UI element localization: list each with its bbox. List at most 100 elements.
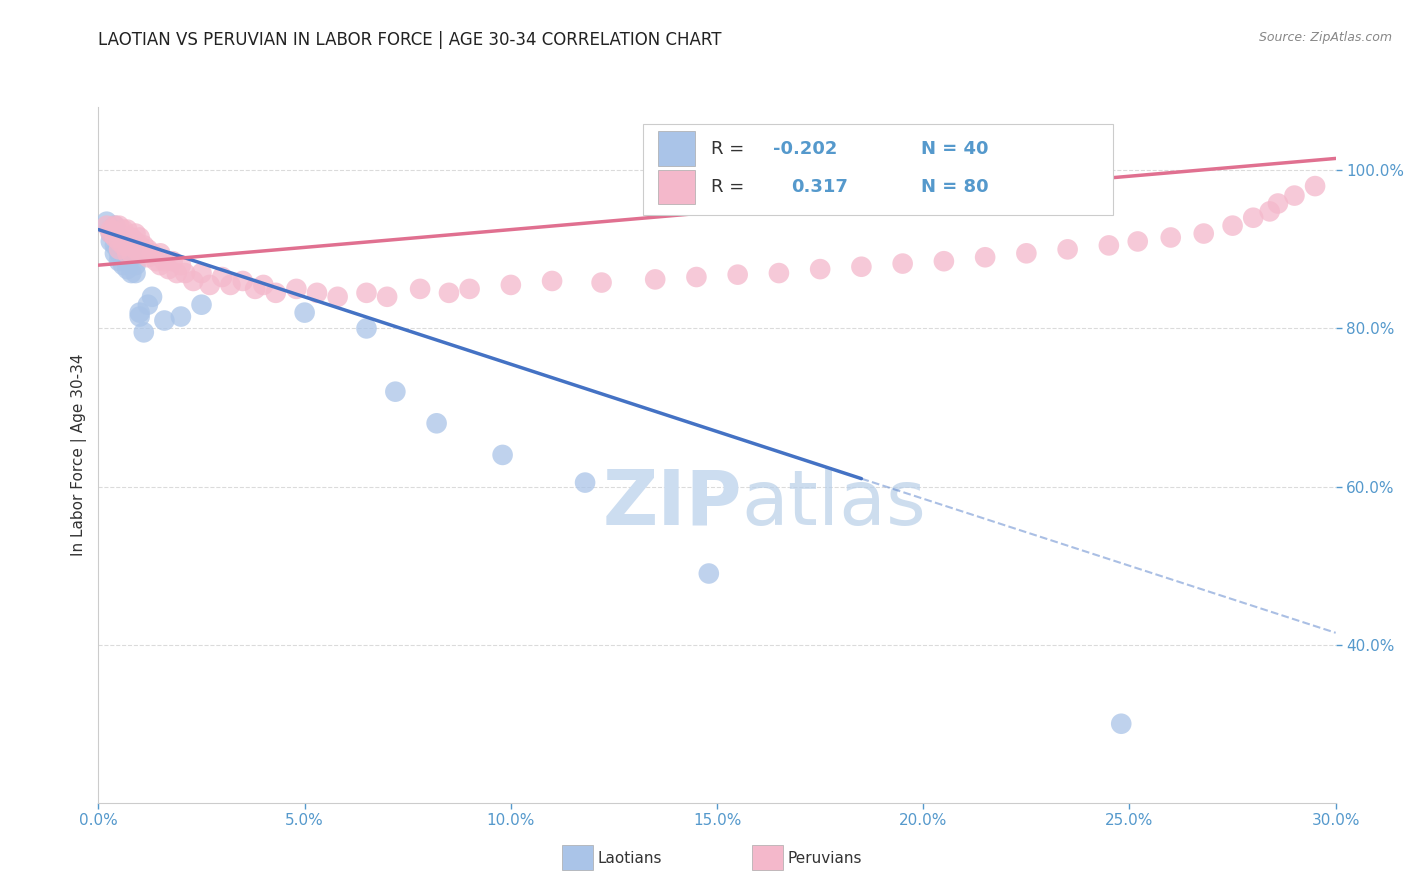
Point [108,238,131,252]
Point [437,285,460,300]
Y-axis label: In Labor Force | Age 30-34: In Labor Force | Age 30-34 [72,353,87,557]
Point [100,227,122,241]
Point [96,219,118,233]
Text: ZIP: ZIP [602,467,742,541]
Point [117,254,139,268]
Point [252,277,274,292]
Point [124,243,146,257]
Point [285,282,308,296]
Point [112,243,135,257]
Point [108,235,131,249]
Point [112,235,135,249]
Text: N = 80: N = 80 [921,178,988,196]
Text: atlas: atlas [742,467,927,541]
Point [243,282,266,296]
Point [128,238,150,252]
Point [117,238,139,252]
Point [108,254,131,268]
Point [104,219,127,233]
Point [1267,196,1289,211]
Point [932,254,955,268]
Point [326,290,349,304]
Point [100,227,122,241]
Point [1241,211,1264,225]
Point [153,313,176,327]
Point [136,243,159,257]
Point [128,230,150,244]
Point [108,246,131,260]
Point [128,310,150,324]
Point [136,250,159,264]
Point [108,243,131,257]
Point [108,227,131,241]
Point [1222,219,1244,233]
Point [1303,179,1326,194]
Bar [658,169,695,204]
Point [120,243,142,257]
Point [112,222,135,236]
Point [104,219,127,233]
Point [1126,235,1149,249]
Point [117,230,139,244]
Point [591,276,613,290]
Point [1160,230,1182,244]
Point [219,277,242,292]
Point [108,230,131,244]
Bar [658,131,695,166]
Text: Source: ZipAtlas.com: Source: ZipAtlas.com [1258,31,1392,45]
Point [124,227,146,241]
Point [181,274,204,288]
Point [198,277,221,292]
Point [132,246,155,260]
Point [120,250,142,264]
Point [128,305,150,319]
Point [120,230,142,244]
Point [891,257,914,271]
Point [1056,243,1078,257]
Text: R =: R = [711,140,749,158]
Text: LAOTIAN VS PERUVIAN IN LABOR FORCE | AGE 30-34 CORRELATION CHART: LAOTIAN VS PERUVIAN IN LABOR FORCE | AGE… [98,31,721,49]
Point [727,268,749,282]
Point [174,266,197,280]
Point [190,298,212,312]
Point [132,238,155,252]
Point [697,566,720,581]
Point [112,250,135,264]
Point [458,282,481,296]
Point [1098,238,1121,252]
Point [541,274,564,288]
Point [132,326,155,340]
Point [166,266,188,280]
Point [211,270,233,285]
Point [409,282,432,296]
Point [1258,204,1281,219]
Point [141,246,163,260]
Point [120,238,142,252]
Point [499,277,522,292]
Point [491,448,513,462]
Point [112,258,135,272]
Point [117,262,139,277]
Point [356,285,378,300]
Point [974,250,997,264]
Point [851,260,873,274]
Point [145,254,167,268]
Point [120,266,142,280]
Point [305,285,328,300]
Point [162,254,184,268]
Point [117,246,139,260]
Point [149,258,172,272]
Point [157,262,180,277]
Point [112,238,135,252]
Point [426,417,449,431]
Point [100,222,122,236]
Point [294,305,316,319]
Point [356,321,378,335]
Point [124,258,146,272]
Point [153,254,176,268]
Point [1015,246,1038,260]
Point [104,238,127,252]
Point [141,290,163,304]
Point [768,266,790,280]
Text: N = 40: N = 40 [921,140,988,158]
